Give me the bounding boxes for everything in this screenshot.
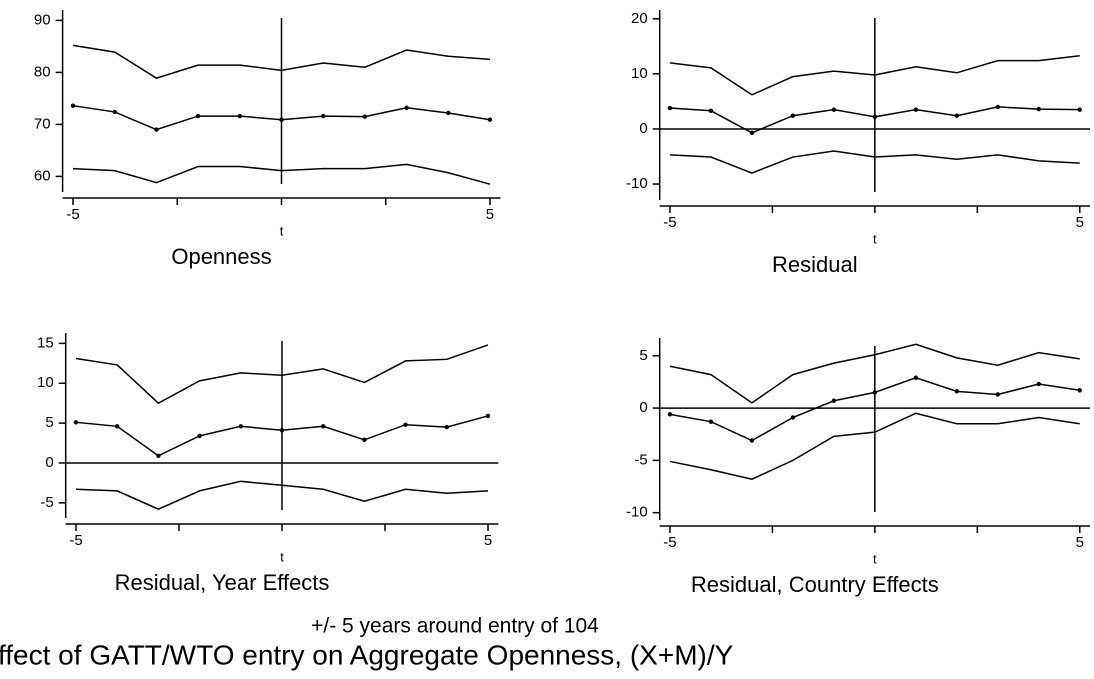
point bbox=[73, 420, 79, 425]
y-tick-label: 80 bbox=[34, 63, 51, 80]
point bbox=[485, 413, 491, 419]
series-line bbox=[669, 54, 1080, 96]
x-tick-label: -5 bbox=[663, 534, 676, 551]
point bbox=[749, 130, 755, 136]
panel-title: Openness bbox=[171, 244, 271, 269]
point bbox=[790, 415, 796, 420]
series-line bbox=[669, 412, 1080, 480]
point bbox=[279, 117, 284, 122]
x-tick-label: 5 bbox=[484, 532, 492, 549]
point bbox=[667, 412, 673, 417]
series-line bbox=[669, 150, 1080, 174]
point bbox=[195, 113, 201, 119]
panel-title: Residual, Country Effects bbox=[691, 572, 939, 597]
point bbox=[238, 424, 243, 429]
y-tick-label: -10 bbox=[626, 504, 648, 521]
x-tick-label: -5 bbox=[663, 214, 676, 231]
figure-subtitle: +/- 5 years around entry of 104 bbox=[311, 615, 599, 638]
series-line bbox=[72, 44, 491, 79]
point bbox=[790, 113, 796, 118]
point bbox=[872, 114, 878, 120]
y-tick-label: 5 bbox=[639, 347, 647, 364]
point bbox=[70, 103, 76, 108]
x-axis-label: t bbox=[873, 551, 877, 566]
point bbox=[404, 105, 409, 110]
point bbox=[831, 398, 837, 403]
panel-title: Residual bbox=[772, 252, 858, 277]
point bbox=[1077, 107, 1082, 112]
y-tick-label: 0 bbox=[639, 399, 647, 416]
y-tick-label: -10 bbox=[626, 175, 648, 192]
point bbox=[362, 437, 367, 443]
x-tick-label: -5 bbox=[66, 206, 79, 223]
point bbox=[115, 424, 120, 429]
y-tick-label: 70 bbox=[34, 115, 51, 132]
x-tick-label: 5 bbox=[1076, 214, 1084, 231]
x-tick-label: 5 bbox=[1076, 534, 1084, 551]
point bbox=[321, 424, 326, 429]
y-tick-label: 20 bbox=[631, 10, 648, 27]
point bbox=[913, 375, 919, 380]
panel-title: Residual, Year Effects bbox=[115, 570, 330, 595]
point bbox=[831, 107, 837, 112]
point bbox=[237, 113, 243, 119]
point bbox=[995, 392, 1000, 397]
y-tick-label: 60 bbox=[34, 167, 51, 184]
x-tick-label: 5 bbox=[486, 206, 494, 223]
x-axis-label: t bbox=[280, 549, 284, 564]
point bbox=[487, 117, 493, 122]
y-tick-label: -5 bbox=[40, 494, 53, 511]
point bbox=[156, 453, 161, 459]
series-line bbox=[75, 344, 489, 405]
point bbox=[1077, 388, 1082, 393]
point bbox=[749, 438, 755, 443]
series-line bbox=[669, 343, 1080, 404]
point bbox=[197, 433, 202, 439]
point bbox=[913, 107, 919, 112]
x-axis-label: t bbox=[873, 231, 877, 246]
point bbox=[954, 113, 960, 118]
point bbox=[995, 104, 1000, 110]
point bbox=[1036, 106, 1041, 112]
point bbox=[446, 110, 451, 116]
point bbox=[279, 428, 285, 433]
point bbox=[362, 114, 368, 119]
point bbox=[112, 109, 117, 115]
y-tick-label: -5 bbox=[634, 451, 647, 468]
x-axis-label: t bbox=[280, 223, 284, 238]
x-tick-label: -5 bbox=[69, 532, 82, 549]
point bbox=[708, 108, 714, 113]
point bbox=[667, 105, 673, 111]
figure-title: ffect of GATT/WTO entry on Aggregate Ope… bbox=[0, 639, 734, 670]
y-tick-label: 15 bbox=[37, 334, 54, 351]
series-line bbox=[75, 480, 489, 511]
y-tick-label: 10 bbox=[37, 374, 54, 391]
y-tick-label: 0 bbox=[639, 120, 647, 137]
y-tick-label: 90 bbox=[34, 11, 51, 28]
series-line bbox=[72, 163, 491, 185]
y-tick-label: 10 bbox=[631, 65, 648, 82]
y-tick-label: 0 bbox=[45, 454, 53, 471]
point bbox=[154, 127, 159, 132]
point bbox=[708, 419, 714, 424]
point bbox=[954, 389, 960, 394]
point bbox=[1036, 381, 1041, 387]
point bbox=[320, 113, 326, 119]
point bbox=[403, 422, 408, 427]
point bbox=[444, 424, 449, 430]
y-tick-label: 5 bbox=[45, 414, 53, 431]
point bbox=[872, 390, 878, 395]
